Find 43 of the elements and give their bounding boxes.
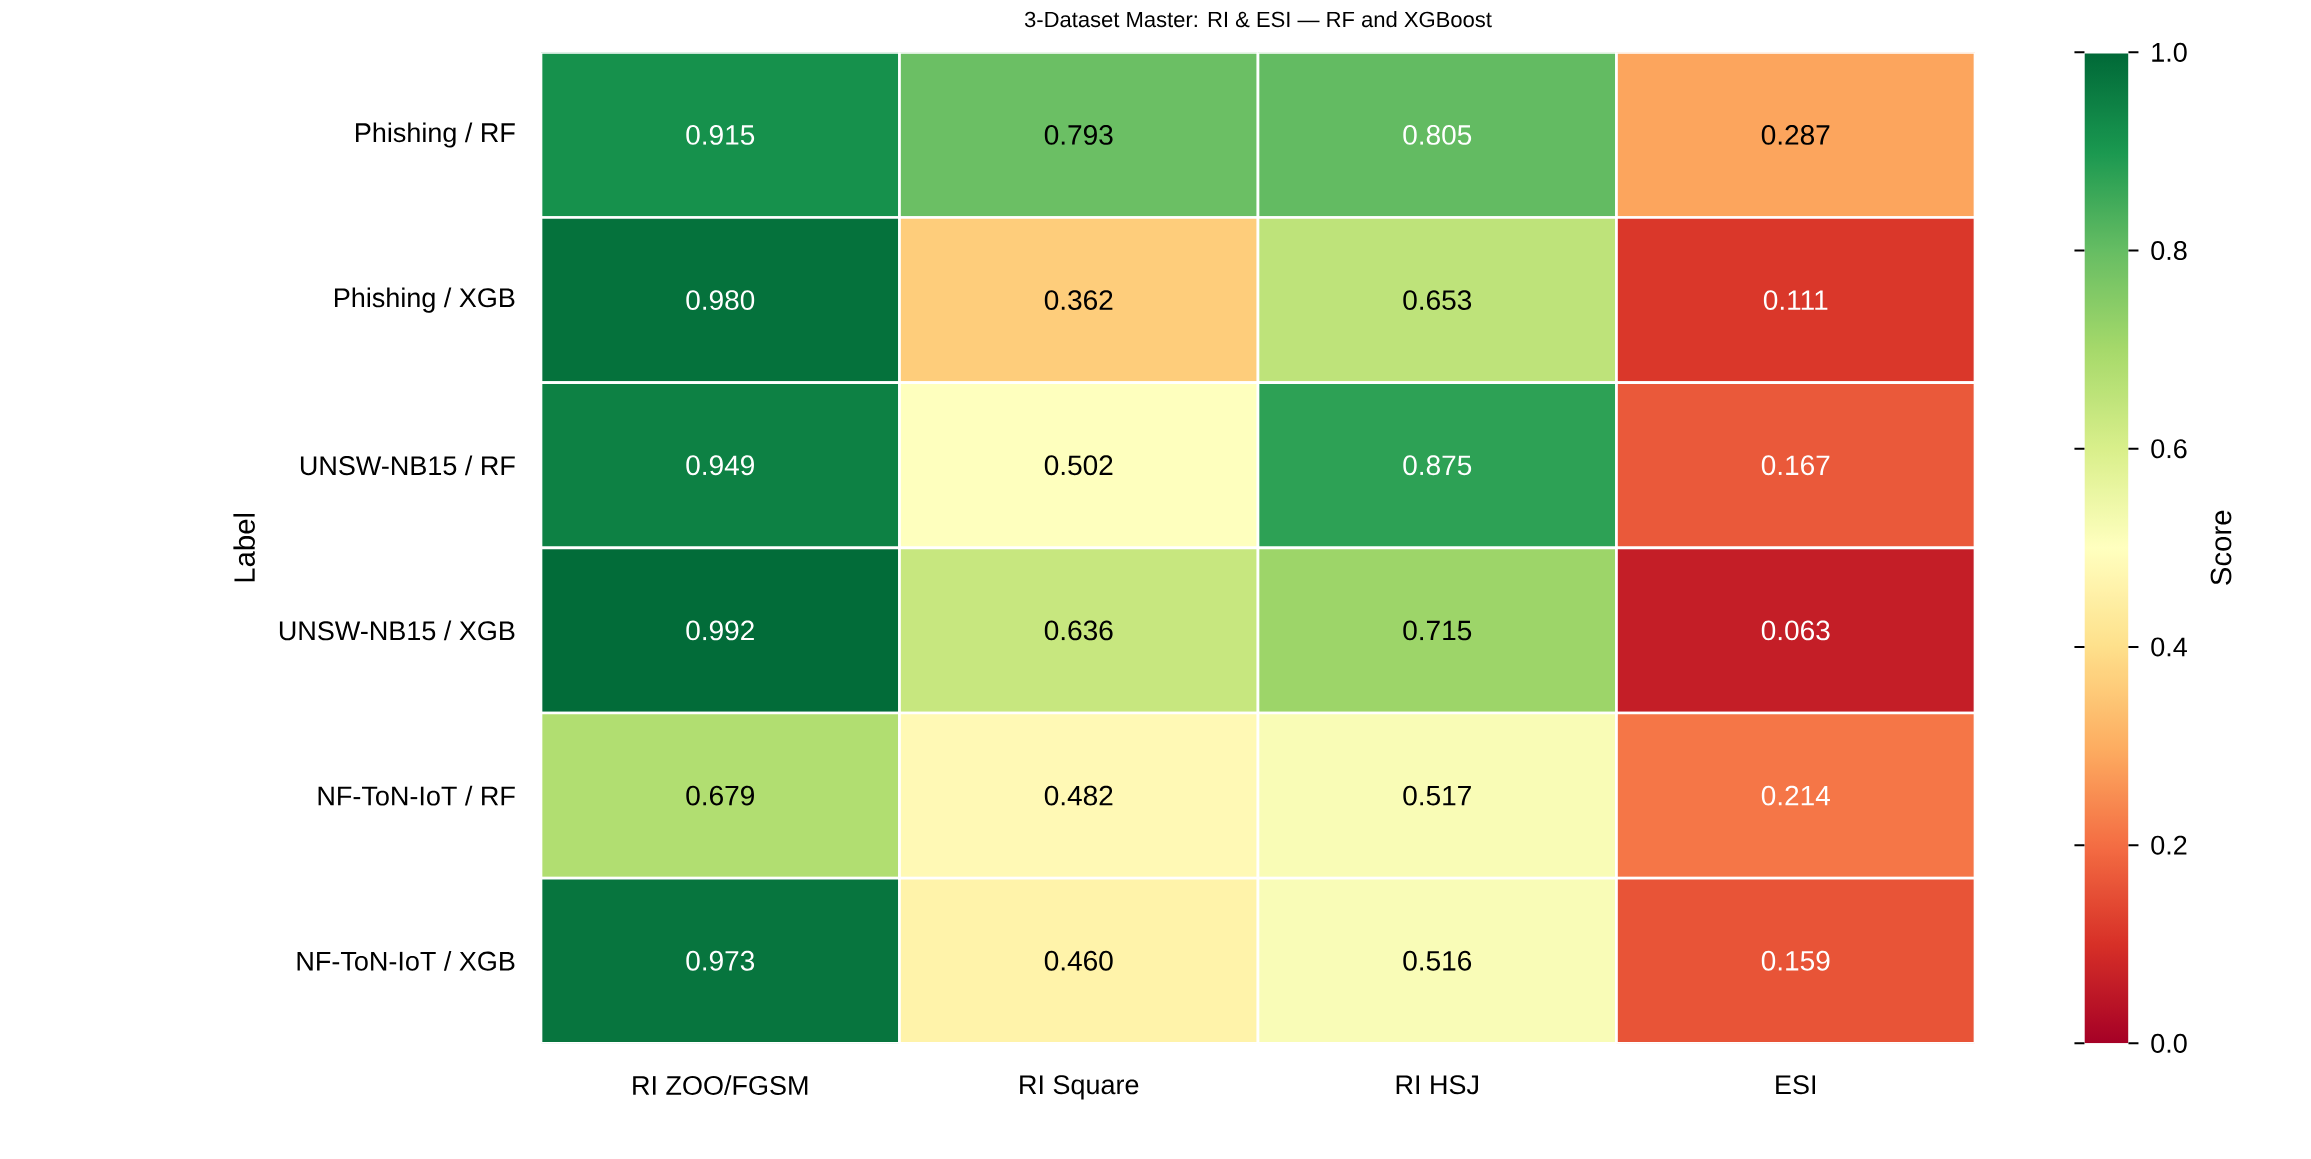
y-tick-label: NF-ToN-IoT / RF (318, 785, 515, 806)
data-label: 0.875 (1403, 455, 1472, 476)
color-bar-label: 0.2 (2151, 835, 2187, 855)
data-label: 0.980 (686, 290, 755, 310)
color-bar-label: 0.8 (2151, 240, 2187, 260)
y-tick-label: UNSW-NB15 / RF (300, 455, 515, 476)
color-bar-label: 0.4 (2151, 637, 2187, 657)
data-label: 0.653 (1403, 290, 1472, 310)
data-label: 0.973 (686, 950, 755, 971)
data-label: 0.063 (1761, 620, 1830, 641)
x-tick-label: RI HSJ (1396, 1075, 1478, 1095)
data-label: 0.167 (1761, 455, 1830, 476)
data-label: 0.805 (1403, 124, 1472, 145)
data-label: 0.679 (686, 785, 754, 806)
x-tick-label: ESI (1776, 1075, 1816, 1095)
data-label: 0.362 (1044, 290, 1113, 310)
data-label: 0.793 (1044, 124, 1113, 145)
data-label: 0.992 (686, 620, 754, 641)
data-label: 0.715 (1403, 620, 1472, 641)
chart-title: 3-Dataset Master: RI & ESI — RF and XGBoost (1024, 10, 1492, 28)
data-label: 0.482 (1044, 785, 1113, 806)
x-tick-label: RI ZOO/FGSM (633, 1074, 808, 1095)
color-bar-title: Score (2210, 510, 2232, 585)
color-bar-label: 0.0 (2151, 1033, 2187, 1053)
data-label: 0.111 (1763, 290, 1828, 310)
y-tick-label: NF-ToN-IoT / XGB (297, 950, 515, 971)
color-bar-label: 0.6 (2151, 439, 2187, 459)
data-label: 0.636 (1044, 620, 1113, 641)
y-axis-title: Label (233, 513, 255, 582)
y-tick-label: Phishing / RF (356, 122, 515, 148)
data-label: 0.517 (1403, 785, 1471, 806)
data-label: 0.460 (1044, 950, 1113, 971)
color-bar-label: 1.0 (2152, 42, 2187, 62)
x-tick-label: RI Square (1020, 1075, 1139, 1100)
data-label: 0.159 (1761, 950, 1830, 971)
data-label: 0.214 (1761, 785, 1830, 806)
data-label: 0.915 (686, 124, 755, 145)
data-label: 0.516 (1403, 950, 1472, 971)
data-label: 0.287 (1761, 124, 1830, 145)
y-tick-label: UNSW-NB15 / XGB (279, 620, 515, 641)
y-tick-label: Phishing / XGB (334, 287, 515, 313)
data-label: 0.502 (1044, 455, 1113, 476)
data-label: 0.949 (686, 455, 754, 476)
